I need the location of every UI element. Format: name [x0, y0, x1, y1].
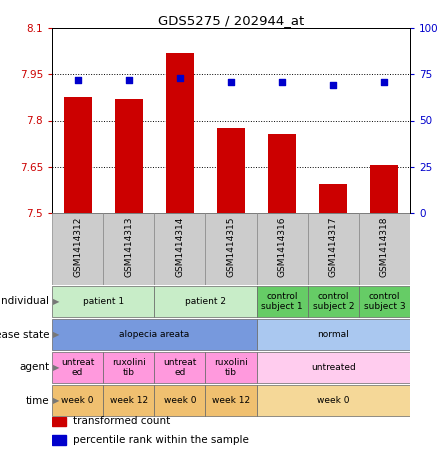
- Bar: [154, 352, 205, 383]
- Text: transformed count: transformed count: [74, 416, 171, 426]
- Bar: [52, 352, 103, 383]
- Text: GSM1414313: GSM1414313: [124, 217, 133, 277]
- Bar: [52, 435, 66, 445]
- Text: percentile rank within the sample: percentile rank within the sample: [74, 435, 249, 445]
- Bar: [257, 385, 410, 416]
- Bar: [257, 352, 410, 383]
- Text: GSM1414317: GSM1414317: [329, 217, 338, 277]
- Text: patient 2: patient 2: [185, 297, 226, 306]
- Text: patient 1: patient 1: [83, 297, 124, 306]
- Bar: [52, 417, 66, 426]
- Bar: [103, 385, 154, 416]
- Text: untreat
ed: untreat ed: [61, 358, 94, 377]
- Point: [177, 74, 184, 82]
- Bar: [257, 213, 308, 285]
- Text: alopecia areata: alopecia areata: [119, 330, 189, 339]
- Bar: [319, 184, 347, 213]
- Text: week 0: week 0: [61, 396, 94, 405]
- Bar: [154, 385, 205, 416]
- Bar: [359, 286, 410, 318]
- Text: normal: normal: [318, 330, 349, 339]
- Point: [74, 76, 81, 83]
- Bar: [308, 286, 359, 318]
- Text: individual: individual: [0, 297, 49, 307]
- Text: week 0: week 0: [164, 396, 196, 405]
- Bar: [268, 135, 296, 213]
- Text: GSM1414312: GSM1414312: [73, 217, 82, 277]
- Text: control
subject 1: control subject 1: [261, 292, 303, 311]
- Bar: [257, 286, 308, 318]
- Text: ▶: ▶: [53, 396, 60, 405]
- Text: agent: agent: [19, 362, 49, 372]
- Text: untreated: untreated: [311, 363, 356, 372]
- Text: time: time: [25, 395, 49, 405]
- Text: GSM1414316: GSM1414316: [278, 217, 286, 277]
- Text: disease state: disease state: [0, 329, 49, 339]
- Point: [381, 78, 388, 85]
- Text: GSM1414318: GSM1414318: [380, 217, 389, 277]
- Bar: [103, 352, 154, 383]
- Bar: [64, 97, 92, 213]
- Bar: [217, 128, 245, 213]
- Bar: [205, 213, 257, 285]
- Text: control
subject 2: control subject 2: [313, 292, 354, 311]
- Bar: [115, 99, 143, 213]
- Bar: [359, 213, 410, 285]
- Text: ▶: ▶: [53, 330, 60, 339]
- Text: ruxolini
tib: ruxolini tib: [112, 358, 145, 377]
- Point: [227, 78, 234, 85]
- Bar: [205, 385, 257, 416]
- Bar: [154, 213, 205, 285]
- Bar: [103, 213, 154, 285]
- Bar: [52, 318, 257, 350]
- Text: control
subject 3: control subject 3: [364, 292, 405, 311]
- Bar: [154, 286, 257, 318]
- Text: week 0: week 0: [317, 396, 350, 405]
- Text: GSM1414315: GSM1414315: [226, 217, 236, 277]
- Bar: [52, 385, 103, 416]
- Text: GSM1414314: GSM1414314: [175, 217, 184, 277]
- Text: ruxolini
tib: ruxolini tib: [214, 358, 248, 377]
- Point: [330, 82, 337, 89]
- Text: ▶: ▶: [53, 363, 60, 372]
- Text: week 12: week 12: [110, 396, 148, 405]
- Bar: [257, 318, 410, 350]
- Bar: [52, 213, 103, 285]
- Point: [125, 76, 132, 83]
- Bar: [205, 352, 257, 383]
- Point: [279, 78, 286, 85]
- Title: GDS5275 / 202944_at: GDS5275 / 202944_at: [158, 14, 304, 27]
- Bar: [52, 286, 154, 318]
- Bar: [371, 165, 399, 213]
- Bar: [308, 213, 359, 285]
- Text: ▶: ▶: [53, 297, 60, 306]
- Bar: [166, 53, 194, 213]
- Text: week 12: week 12: [212, 396, 250, 405]
- Text: untreat
ed: untreat ed: [163, 358, 197, 377]
